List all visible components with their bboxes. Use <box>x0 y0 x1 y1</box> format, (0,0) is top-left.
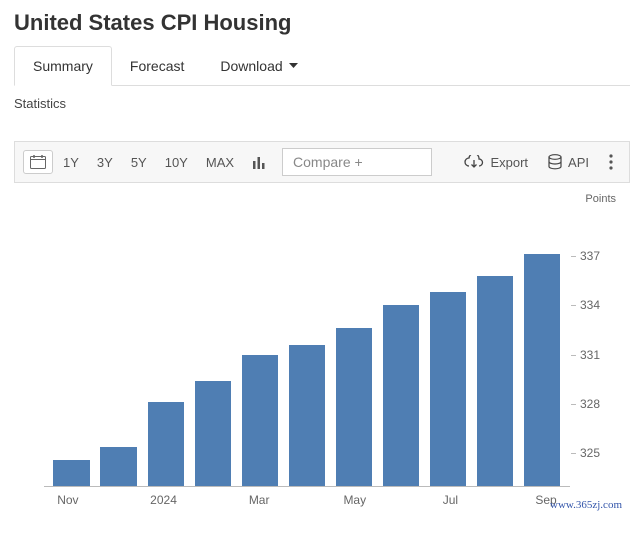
y-tick-label: 334 <box>580 298 620 312</box>
chart-area: Points 325328331334337 Nov2024MarMayJulS… <box>14 187 630 517</box>
chart-bars <box>44 223 570 486</box>
range-max-label: MAX <box>206 155 234 170</box>
tab-forecast[interactable]: Forecast <box>112 46 202 85</box>
tab-summary[interactable]: Summary <box>14 46 112 86</box>
x-tick-label: Mar <box>235 493 282 511</box>
y-tick-label: 328 <box>580 397 620 411</box>
range-1y-label: 1Y <box>63 155 79 170</box>
x-tick-label <box>475 493 522 511</box>
chevron-down-icon <box>289 63 298 69</box>
range-10y-label: 10Y <box>165 155 188 170</box>
calendar-icon <box>30 155 46 169</box>
bar-chart-icon <box>252 155 266 169</box>
more-vertical-icon <box>609 154 613 170</box>
x-axis-labels: Nov2024MarMayJulSep <box>44 493 570 511</box>
x-tick-label: 2024 <box>140 493 187 511</box>
tab-download-label: Download <box>220 58 282 74</box>
compare-input[interactable]: Compare + <box>282 148 432 176</box>
export-label: Export <box>490 155 528 170</box>
y-axis-unit-label: Points <box>585 193 616 205</box>
api-button[interactable]: API <box>540 150 597 174</box>
page-title: United States CPI Housing <box>14 10 630 36</box>
x-tick-label <box>188 493 235 511</box>
range-max-button[interactable]: MAX <box>198 151 242 174</box>
statistics-label: Statistics <box>14 96 630 111</box>
chart-bar <box>383 305 419 486</box>
tab-bar: Summary Forecast Download <box>14 46 630 86</box>
x-tick-label <box>379 493 426 511</box>
x-tick-label: May <box>331 493 378 511</box>
cloud-download-icon <box>464 155 484 169</box>
export-button[interactable]: Export <box>456 151 536 174</box>
chart-toolbar: 1Y 3Y 5Y 10Y MAX Compare + <box>14 141 630 183</box>
chart-bar <box>336 328 372 486</box>
range-3y-button[interactable]: 3Y <box>89 151 121 174</box>
chart-bar <box>53 460 89 486</box>
range-5y-label: 5Y <box>131 155 147 170</box>
tab-summary-label: Summary <box>33 58 93 74</box>
chart-plot: 325328331334337 <box>44 223 570 487</box>
x-tick-label <box>283 493 330 511</box>
range-3y-label: 3Y <box>97 155 113 170</box>
tab-forecast-label: Forecast <box>130 58 184 74</box>
x-tick-label: Nov <box>44 493 91 511</box>
tab-download[interactable]: Download <box>202 46 315 85</box>
chart-bar <box>100 447 136 486</box>
chart-bar <box>148 402 184 486</box>
chart-bar <box>477 276 513 486</box>
calendar-button[interactable] <box>23 150 53 174</box>
watermark-text: www.365zj.com <box>550 499 622 511</box>
x-tick-label: Jul <box>427 493 474 511</box>
y-tick-label: 331 <box>580 348 620 362</box>
range-5y-button[interactable]: 5Y <box>123 151 155 174</box>
api-label: API <box>568 155 589 170</box>
chart-bar <box>195 381 231 486</box>
chart-bar <box>524 254 560 486</box>
chart-bar <box>289 345 325 486</box>
chart-bar <box>430 292 466 486</box>
y-tick-label: 337 <box>580 249 620 263</box>
x-tick-label <box>92 493 139 511</box>
range-10y-button[interactable]: 10Y <box>157 151 196 174</box>
more-button[interactable] <box>601 150 621 174</box>
y-tick-label: 325 <box>580 446 620 460</box>
database-icon <box>548 154 562 170</box>
chart-type-button[interactable] <box>244 151 274 173</box>
chart-bar <box>242 355 278 487</box>
range-1y-button[interactable]: 1Y <box>55 151 87 174</box>
compare-placeholder: Compare + <box>293 154 363 170</box>
